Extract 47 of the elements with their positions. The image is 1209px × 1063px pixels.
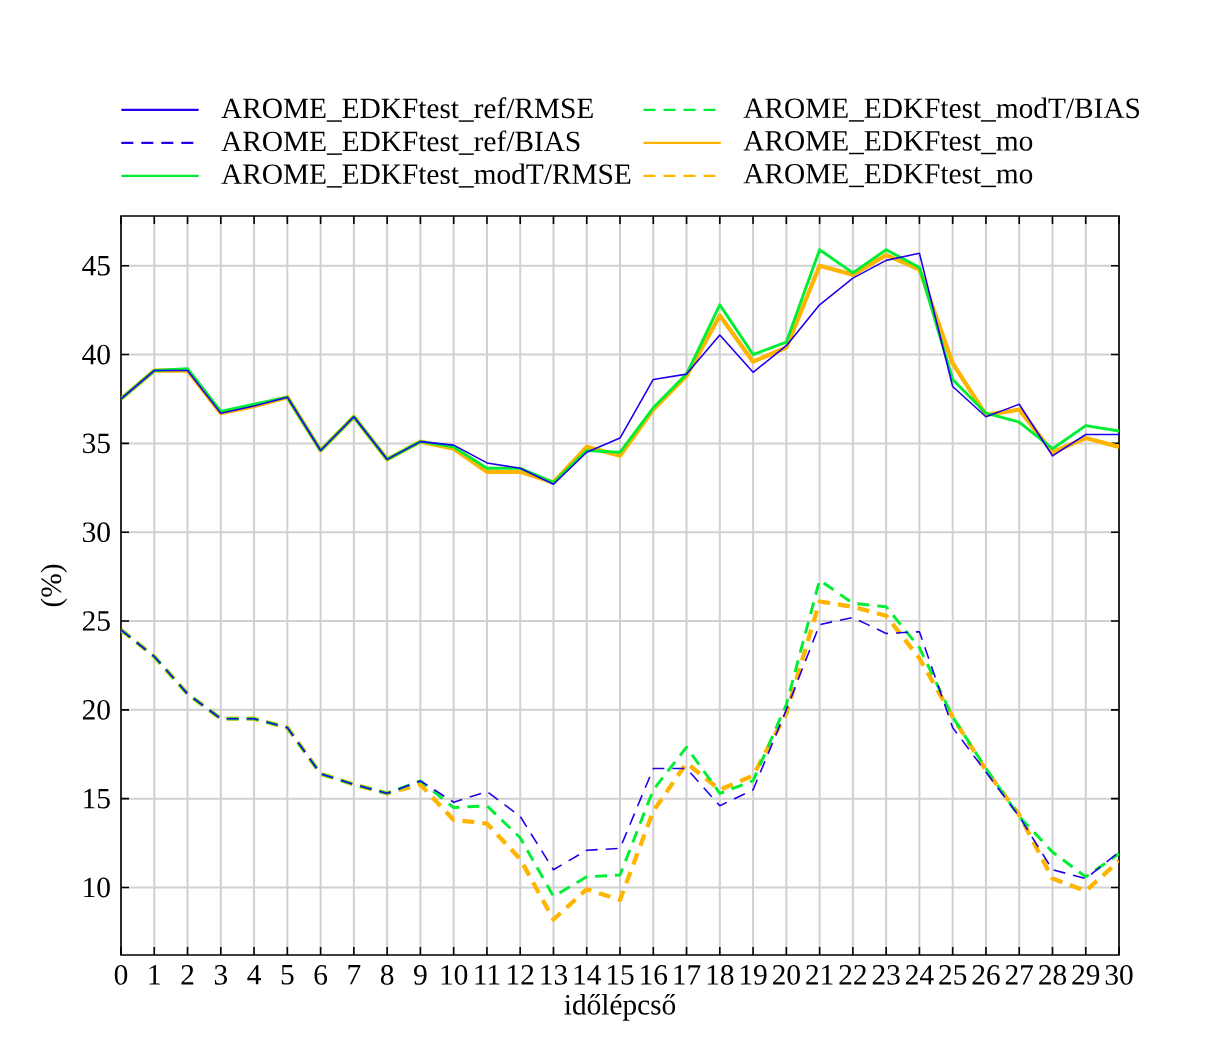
x-tick-label: 30 — [1105, 965, 1133, 985]
x-tick-label: 1 — [149, 965, 160, 985]
legend-label: AROME_EDKFtest_mo — [743, 163, 1033, 188]
legend-label: AROME_EDKFtest_modT/BIAS — [743, 97, 1140, 122]
y-tick-label: 15 — [84, 788, 110, 809]
y-tick-label: 25 — [82, 611, 110, 631]
x-tick-label: 27 — [1005, 965, 1034, 985]
legend-label: AROME_EDKFtest_modT/RMSE — [221, 163, 631, 188]
x-tick-label: 0 — [114, 965, 128, 985]
x-axis-title: időlépcső — [564, 993, 676, 1021]
y-tick-label: 20 — [82, 699, 110, 720]
x-tick-label: 2 — [181, 965, 194, 985]
y-tick-label: 35 — [83, 433, 110, 454]
x-tick-label: 18 — [707, 965, 734, 985]
x-tick-label: 13 — [541, 965, 567, 985]
x-tick-label: 20 — [772, 965, 800, 985]
legend-label: AROME_EDKFtest_ref/RMSE — [221, 97, 593, 122]
x-tick-label: 26 — [972, 965, 1000, 985]
x-tick-label: 9 — [414, 965, 427, 985]
x-tick-label: 5 — [281, 965, 294, 985]
x-tick-label: 7 — [348, 965, 361, 985]
x-tick-label: 15 — [607, 965, 634, 985]
x-tick-label: 21 — [806, 965, 833, 985]
x-tick-label: 6 — [314, 965, 328, 985]
x-tick-label: 23 — [872, 965, 900, 985]
x-tick-label: 25 — [939, 965, 967, 985]
legend-label: AROME_EDKFtest_mo — [743, 131, 1033, 155]
x-tick-label: 4 — [247, 965, 261, 985]
legend-label: AROME_EDKFtest_ref/BIAS — [221, 130, 580, 155]
x-tick-label: 17 — [674, 965, 701, 985]
y-axis-title: (%) — [40, 564, 68, 607]
x-tick-label: 19 — [740, 965, 767, 985]
y-tick-label: 10 — [84, 877, 110, 898]
x-tick-label: 24 — [906, 965, 934, 985]
x-tick-label: 14 — [574, 965, 601, 985]
y-tick-label: 45 — [82, 255, 110, 276]
x-tick-label: 22 — [839, 965, 866, 985]
x-tick-label: 29 — [1072, 965, 1100, 985]
x-tick-label: 10 — [441, 965, 468, 985]
x-tick-label: 12 — [508, 965, 534, 985]
x-tick-label: 28 — [1039, 965, 1067, 985]
y-tick-label: 40 — [82, 344, 110, 365]
y-tick-label: 30 — [83, 522, 110, 543]
x-tick-label: 3 — [214, 965, 227, 985]
x-tick-label: 11 — [475, 965, 500, 985]
x-tick-label: 8 — [380, 965, 394, 985]
x-tick-label: 16 — [641, 965, 668, 985]
